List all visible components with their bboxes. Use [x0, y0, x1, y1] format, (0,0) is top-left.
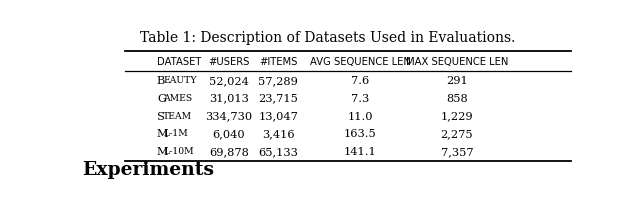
Text: 163.5: 163.5: [344, 129, 376, 139]
Text: 65,133: 65,133: [259, 147, 298, 157]
Text: AMES: AMES: [163, 94, 193, 103]
Text: L-10M: L-10M: [163, 147, 194, 156]
Text: 23,715: 23,715: [259, 94, 298, 104]
Text: M: M: [157, 129, 168, 139]
Text: 1,229: 1,229: [441, 111, 473, 122]
Text: TEAM: TEAM: [163, 111, 193, 121]
Text: G: G: [157, 94, 166, 104]
Text: #USERS: #USERS: [208, 57, 250, 67]
Text: #ITEMS: #ITEMS: [259, 57, 298, 67]
Text: 141.1: 141.1: [344, 147, 376, 157]
Text: AVG SEQUENCE LEN: AVG SEQUENCE LEN: [310, 57, 411, 67]
Text: 3,416: 3,416: [262, 129, 294, 139]
Text: 57,289: 57,289: [259, 76, 298, 86]
Text: 11.0: 11.0: [348, 111, 373, 122]
Text: 7.6: 7.6: [351, 76, 369, 86]
Text: L-1M: L-1M: [163, 129, 188, 138]
Text: M: M: [157, 147, 168, 157]
Text: DATASET: DATASET: [157, 57, 201, 67]
Text: 69,878: 69,878: [209, 147, 249, 157]
Text: 291: 291: [446, 76, 468, 86]
Text: B: B: [157, 76, 165, 86]
Text: 2,275: 2,275: [441, 129, 473, 139]
Text: Experiments: Experiments: [83, 161, 214, 179]
Text: Table 1: Description of Datasets Used in Evaluations.: Table 1: Description of Datasets Used in…: [140, 31, 516, 45]
Text: 7,357: 7,357: [441, 147, 473, 157]
Text: 858: 858: [446, 94, 468, 104]
Text: 6,040: 6,040: [212, 129, 245, 139]
Text: 13,047: 13,047: [259, 111, 298, 122]
Text: 52,024: 52,024: [209, 76, 249, 86]
Text: 31,013: 31,013: [209, 94, 249, 104]
Text: 7.3: 7.3: [351, 94, 369, 104]
Text: S: S: [157, 111, 164, 122]
Text: EAUTY: EAUTY: [163, 76, 197, 85]
Text: 334,730: 334,730: [205, 111, 252, 122]
Text: MAX SEQUENCE LEN: MAX SEQUENCE LEN: [406, 57, 508, 67]
